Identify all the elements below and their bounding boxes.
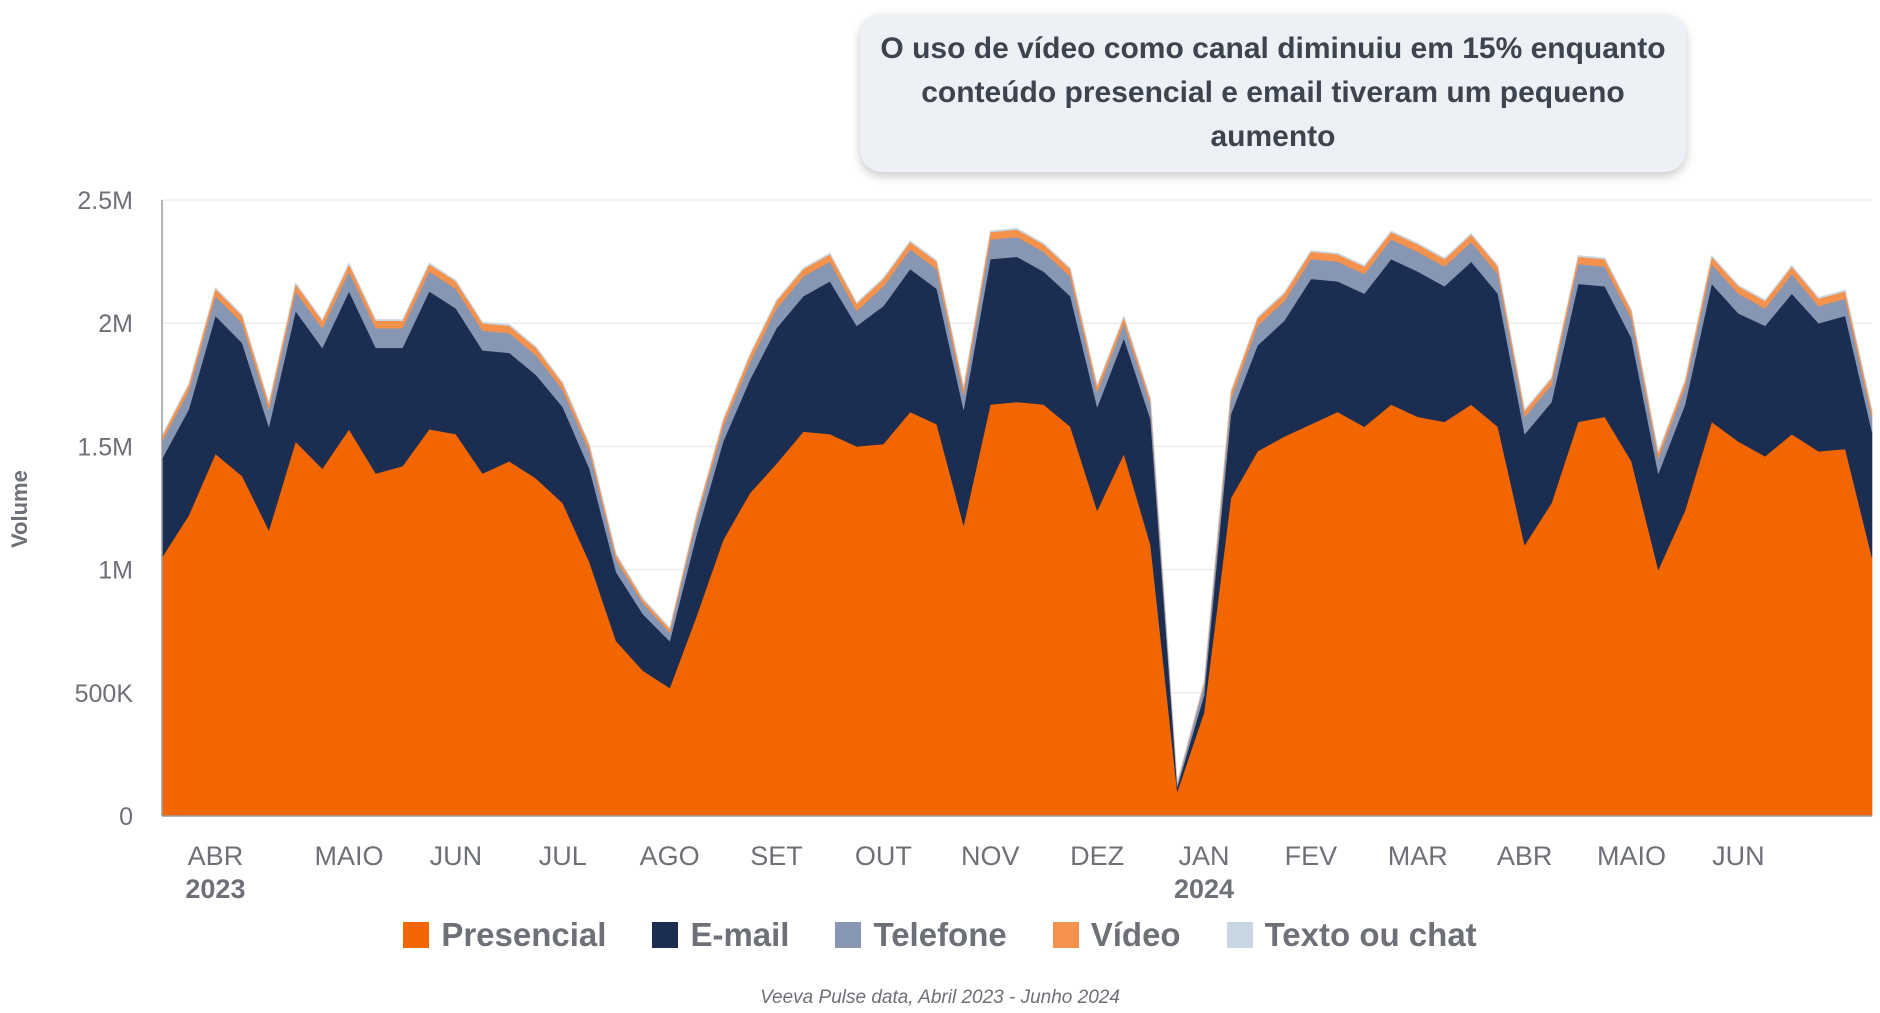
legend-label-video: Vídeo (1090, 916, 1181, 953)
x-tick-year-label: 2024 (1174, 874, 1234, 904)
area-series-group (161, 228, 1873, 817)
area-texto (161, 228, 1873, 783)
x-tick-label: JUL (539, 841, 587, 871)
legend-label-telefone: Telefone (873, 916, 1007, 953)
x-tick-label: JUN (430, 841, 483, 871)
x-tick-label: DEZ (1070, 841, 1124, 871)
x-tick-label: JUN (1712, 841, 1765, 871)
y-axis-label: Volume (7, 470, 32, 548)
legend-item-telefone: Telefone (835, 916, 1007, 954)
legend-swatch-video (1052, 922, 1079, 948)
x-tick-label: ABR (1497, 841, 1553, 871)
source-note: Veeva Pulse data, Abril 2023 - Junho 202… (760, 987, 1120, 1008)
legend-swatch-email (652, 922, 679, 948)
x-tick-label: MAR (1388, 841, 1448, 871)
legend-label-email: E-mail (690, 916, 790, 953)
x-tick-label: SET (750, 841, 803, 871)
legend-item-texto: Texto ou chat (1226, 916, 1477, 954)
y-tick-label: 0 (119, 803, 133, 831)
x-tick-label: FEV (1285, 841, 1338, 871)
legend-swatch-texto (1226, 922, 1253, 948)
y-tick-label: 1.5M (77, 433, 133, 461)
x-tick-label: MAIO (315, 841, 384, 871)
y-tick-label: 1M (98, 557, 133, 585)
callout-line-2: conteúdo presencial e email tiveram um p… (921, 76, 1625, 153)
legend: Presencial E-mail Telefone Vídeo Texto o… (0, 916, 1880, 954)
legend-swatch-presencial (403, 922, 430, 948)
area-presencial (161, 401, 1873, 817)
legend-label-texto: Texto ou chat (1264, 916, 1477, 953)
x-tick-label: NOV (961, 841, 1020, 871)
x-tick-label: AGO (640, 841, 700, 871)
x-tick-label: JAN (1179, 841, 1230, 871)
callout-line-1: O uso de vídeo como canal diminuiu em 15… (880, 32, 1666, 65)
legend-item-email: E-mail (652, 916, 789, 954)
legend-label-presencial: Presencial (441, 916, 607, 953)
legend-swatch-telefone (835, 922, 862, 948)
x-tick-year-label: 2023 (185, 874, 245, 904)
y-tick-label: 2M (98, 310, 133, 338)
legend-item-video: Vídeo (1052, 916, 1181, 954)
x-tick-label: ABR (188, 841, 244, 871)
annotation-callout: O uso de vídeo como canal diminuiu em 15… (860, 14, 1686, 172)
x-tick-label: MAIO (1597, 841, 1666, 871)
x-tick-label: OUT (855, 841, 912, 871)
y-tick-label: 2.5M (77, 187, 133, 215)
y-tick-label: 500K (75, 680, 134, 708)
legend-item-presencial: Presencial (403, 916, 606, 954)
